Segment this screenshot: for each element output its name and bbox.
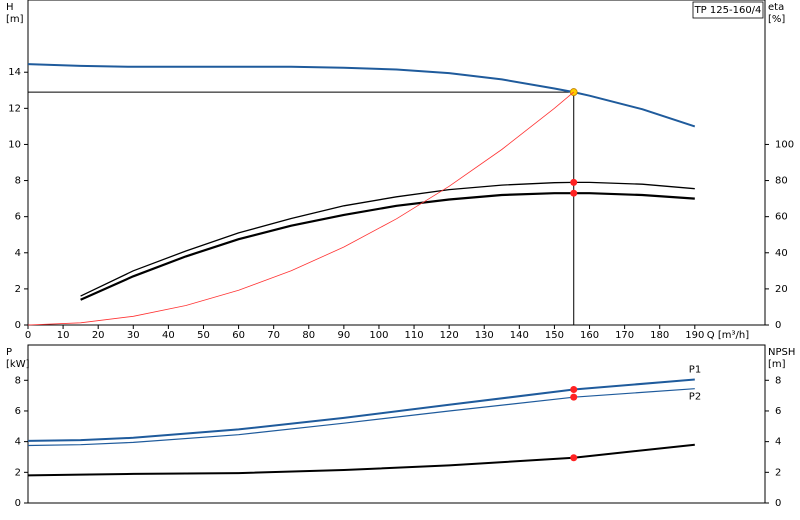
plot-frame xyxy=(27,344,766,504)
x-axis-label: Q [m³/h] xyxy=(707,330,749,341)
series-line xyxy=(27,443,695,477)
y2-tick-label: 2 xyxy=(775,467,781,478)
series-line xyxy=(27,378,695,442)
x-tick-label: 0 xyxy=(25,330,31,341)
y2-tick-label: 60 xyxy=(775,212,788,223)
x-tick-label: 30 xyxy=(127,330,140,341)
x-tick-label: 170 xyxy=(615,330,634,341)
y2-axis-label: eta xyxy=(768,2,784,13)
legend-label: P1 xyxy=(689,365,701,376)
y-tick-label: 0 xyxy=(15,320,21,331)
series-line xyxy=(27,63,696,128)
y2-tick-label: 6 xyxy=(775,406,781,417)
x-tick-label: 70 xyxy=(267,330,280,341)
x-tick-label: 140 xyxy=(510,330,529,341)
series-line xyxy=(27,91,574,326)
duty-point xyxy=(570,385,578,393)
y-tick-label: 6 xyxy=(15,406,21,417)
y2-tick-label: 80 xyxy=(775,176,788,187)
y-tick-label: 6 xyxy=(15,212,21,223)
y-axis-unit: [kW] xyxy=(6,359,30,370)
y-axis-label: P xyxy=(6,347,12,358)
x-tick-label: 50 xyxy=(197,330,210,341)
x-tick-label: 40 xyxy=(162,330,175,341)
y-tick-label: 12 xyxy=(8,103,21,114)
y-tick-label: 2 xyxy=(15,467,21,478)
x-tick-label: 150 xyxy=(545,330,564,341)
y2-axis-unit: [m] xyxy=(768,359,786,370)
y-tick-label: 14 xyxy=(8,67,21,78)
y-tick-label: 10 xyxy=(8,139,21,150)
y-tick-label: 4 xyxy=(15,248,21,259)
x-tick-label: 180 xyxy=(650,330,669,341)
y-tick-label: 8 xyxy=(15,176,21,187)
y2-tick-label: 20 xyxy=(775,284,788,295)
x-tick-label: 100 xyxy=(369,330,388,341)
y-tick-label: 0 xyxy=(15,498,21,509)
x-tick-label: 130 xyxy=(475,330,494,341)
y2-axis-unit: [%] xyxy=(768,14,785,25)
x-tick-label: 80 xyxy=(302,330,315,341)
y2-tick-label: 8 xyxy=(775,375,781,386)
y2-tick-label: 100 xyxy=(775,139,794,150)
y2-tick-label: 0 xyxy=(775,498,781,509)
y2-axis-label: NPSH xyxy=(768,347,795,358)
legend-box xyxy=(692,1,764,19)
y-axis-label: H xyxy=(6,2,14,13)
series-line xyxy=(80,181,695,297)
duty-point xyxy=(570,189,578,197)
series-line xyxy=(27,388,695,447)
duty-point xyxy=(570,178,578,186)
x-tick-label: 190 xyxy=(685,330,704,341)
y2-tick-label: 4 xyxy=(775,437,781,448)
x-tick-label: 160 xyxy=(580,330,599,341)
x-tick-label: 10 xyxy=(57,330,70,341)
legend-label: P2 xyxy=(689,392,701,403)
y-tick-label: 4 xyxy=(15,437,21,448)
plot-frame xyxy=(27,0,766,326)
x-tick-label: 110 xyxy=(405,330,424,341)
duty-point xyxy=(570,393,578,401)
y2-tick-label: 0 xyxy=(775,320,781,331)
y-axis-unit: [m] xyxy=(6,14,24,25)
duty-point xyxy=(570,454,578,462)
y-tick-label: 2 xyxy=(15,284,21,295)
x-tick-label: 120 xyxy=(440,330,459,341)
y-tick-label: 8 xyxy=(15,375,21,386)
x-tick-label: 90 xyxy=(337,330,350,341)
x-tick-label: 60 xyxy=(232,330,245,341)
x-tick-label: 20 xyxy=(92,330,105,341)
y2-tick-label: 40 xyxy=(775,248,788,259)
legend-title: TP 125-160/4 xyxy=(694,5,762,16)
